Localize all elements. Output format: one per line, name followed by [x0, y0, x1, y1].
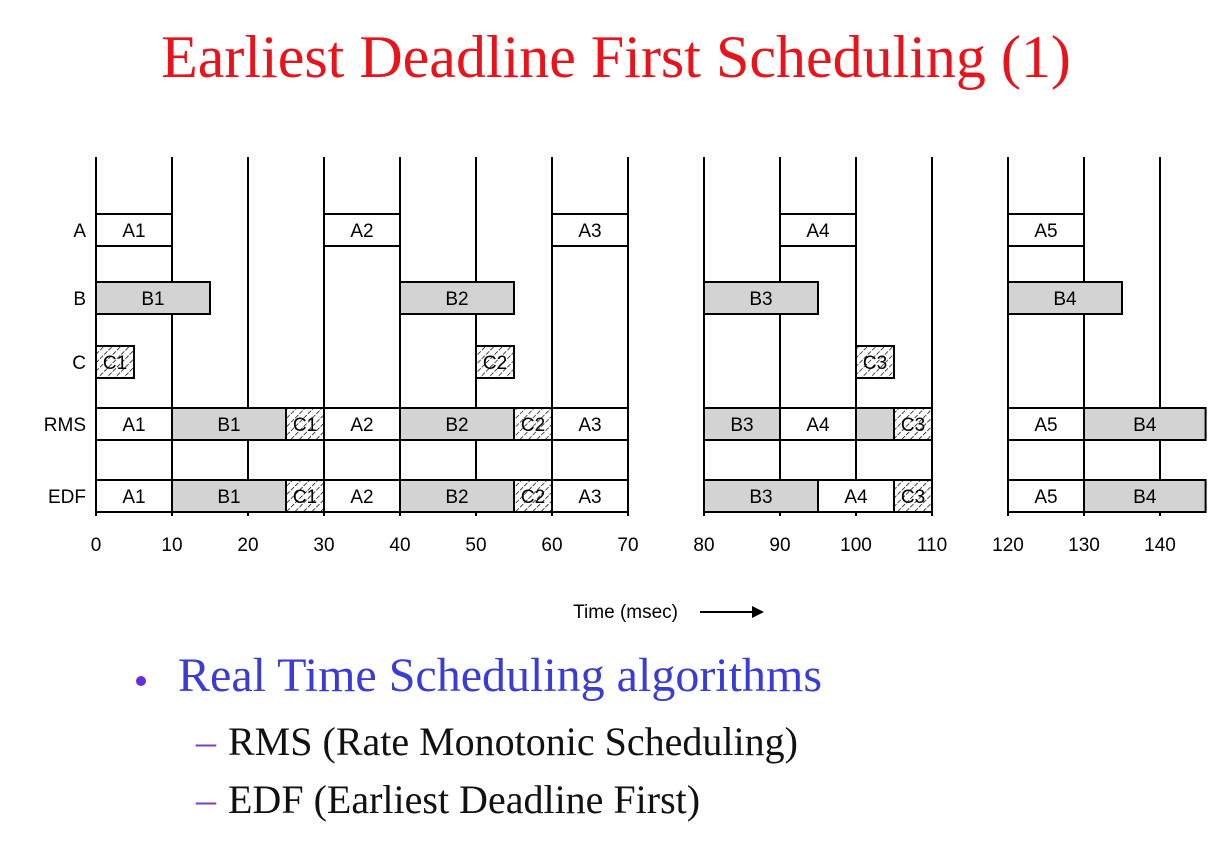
- row-labels: A B C RMS EDF: [44, 221, 87, 508]
- segment-rms-b1: [171, 407, 287, 441]
- segment-rms-b2: [399, 407, 515, 441]
- segment-a-a1: [95, 213, 173, 247]
- segment-c-c3: [855, 345, 895, 379]
- segment-label: B3: [749, 289, 772, 310]
- segment-label: C1: [293, 487, 317, 508]
- segment-label: C3: [901, 415, 925, 436]
- task-segments: A1 A2 A3 A4 A5 B1 B2 B3 B4 C1 C2 C3 A1 B1 C1 A2 B2 C2 A3 B3…: [95, 213, 1207, 513]
- segment-label: A1: [122, 487, 145, 508]
- tick-label: 100: [840, 535, 872, 556]
- segment-label: A4: [806, 221, 830, 242]
- segment-a-a3: [551, 213, 629, 247]
- segment-edf-b2: [399, 479, 515, 513]
- tick-label: 70: [617, 535, 638, 556]
- segment-a-a5: [1007, 213, 1085, 247]
- segment-label: A2: [350, 487, 373, 508]
- segment-label: C1: [103, 353, 127, 374]
- segment-rms: [855, 407, 895, 441]
- segment-label: B4: [1133, 487, 1157, 508]
- segment-label: A5: [1034, 415, 1057, 436]
- segment-edf-c3: [893, 479, 933, 513]
- row-label-edf: EDF: [48, 487, 86, 508]
- segment-label: A3: [578, 221, 601, 242]
- segment-edf-a3: [551, 479, 629, 513]
- segment-label: A1: [122, 415, 145, 436]
- segment-rms-a5: [1007, 407, 1085, 441]
- segment-edf-b4: [1083, 479, 1207, 513]
- segment-label: A3: [578, 487, 601, 508]
- segment-rms-a1: [95, 407, 173, 441]
- segment-c-c2: [475, 345, 515, 379]
- tick-label: 40: [389, 535, 410, 556]
- slide-title: Earliest Deadline First Scheduling (1): [161, 24, 1071, 90]
- row-label-b: B: [73, 289, 86, 310]
- segment-label: A1: [122, 221, 145, 242]
- tick-label: 120: [992, 535, 1024, 556]
- tick-label: 140: [1144, 535, 1176, 556]
- tick-label: 20: [237, 535, 258, 556]
- segment-label: B1: [141, 289, 164, 310]
- segment-label: C2: [483, 353, 507, 374]
- segment-label: C2: [521, 487, 545, 508]
- segment-label: A3: [578, 415, 601, 436]
- segment-edf-c1: [285, 479, 325, 513]
- segment-label: A4: [844, 487, 868, 508]
- segment-label: B4: [1133, 415, 1157, 436]
- segment-b-b4: [1007, 281, 1123, 315]
- tick-label: 60: [541, 535, 562, 556]
- segment-b-b3: [703, 281, 819, 315]
- segment-label: A5: [1034, 221, 1057, 242]
- tick-label: 80: [693, 535, 714, 556]
- tick-label: 50: [465, 535, 486, 556]
- segment-label: A2: [350, 221, 373, 242]
- row-label-c: C: [72, 353, 86, 374]
- tick-label: 130: [1068, 535, 1100, 556]
- segment-label: A2: [350, 415, 373, 436]
- axis-caption: Time (msec): [573, 602, 764, 623]
- gridlines: [95, 157, 1161, 516]
- segment-label: C3: [863, 353, 887, 374]
- segment-edf-c2: [513, 479, 553, 513]
- axis-label: Time (msec): [573, 602, 678, 623]
- row-label-rms: RMS: [44, 415, 86, 436]
- segment-edf-b3: [703, 479, 819, 513]
- segment-rms-b3: [703, 407, 781, 441]
- segment-label: A5: [1034, 487, 1057, 508]
- segment-label: C2: [521, 415, 545, 436]
- segment-label: B2: [445, 289, 468, 310]
- segment-rms-a3: [551, 407, 629, 441]
- segment-label: B3: [730, 415, 753, 436]
- segment-label: B3: [749, 487, 772, 508]
- segment-b-b2: [399, 281, 515, 315]
- segment-c-c1: [95, 345, 135, 379]
- segment-edf-b1: [171, 479, 287, 513]
- segment-label: B4: [1053, 289, 1077, 310]
- segment-label: B1: [217, 487, 240, 508]
- arrow-head-icon: [752, 606, 764, 618]
- tick-label: 10: [161, 535, 182, 556]
- row-label-a: A: [73, 221, 86, 242]
- segment-label: A4: [806, 415, 830, 436]
- segment-rms-b4: [1083, 407, 1207, 441]
- segment-label: C3: [901, 487, 925, 508]
- segment-label: C1: [293, 415, 317, 436]
- segment-b-b1: [95, 281, 211, 315]
- segment-rms-c3: [893, 407, 933, 441]
- segment-a-a4: [779, 213, 857, 247]
- tick-label: 0: [91, 535, 102, 556]
- segment-a-a2: [323, 213, 401, 247]
- segment-rms-c2: [513, 407, 553, 441]
- segment-rms-a2: [323, 407, 401, 441]
- segment-label: B2: [445, 487, 468, 508]
- tick-label: 30: [313, 535, 334, 556]
- tick-label: 110: [917, 535, 947, 556]
- tick-label: 90: [769, 535, 790, 556]
- axis-ticks: 0 10 20 30 40 50 60 70 80 90 100 110 120 130 140: [91, 535, 1176, 556]
- segment-label: B2: [445, 415, 468, 436]
- segment-label: B1: [217, 415, 240, 436]
- segment-rms-a4: [779, 407, 857, 441]
- segment-edf-a1: [95, 479, 173, 513]
